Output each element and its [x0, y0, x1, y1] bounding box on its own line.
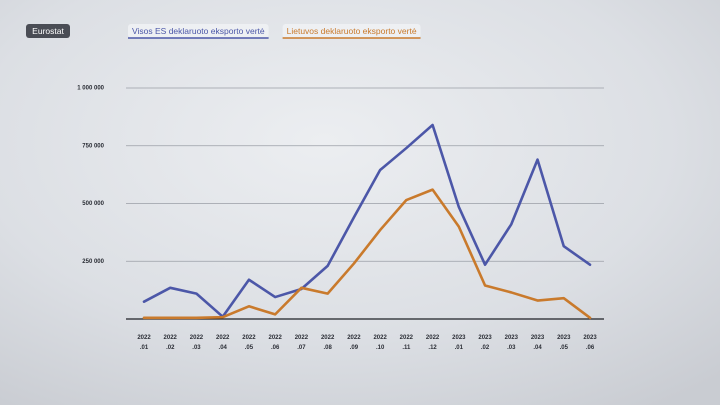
y-tick-label: 250 000 [82, 259, 104, 265]
x-tick-label: 2023.01 [452, 335, 466, 351]
x-tick-label: 2023.02 [478, 335, 492, 351]
x-tick-label: 2022.08 [321, 335, 335, 351]
x-tick-label: 2022.01 [137, 335, 151, 351]
x-tick-label: 2022.07 [295, 335, 309, 351]
y-tick-label: 1 000 000 [77, 86, 104, 92]
x-tick-label: 2022.11 [400, 335, 414, 351]
x-tick-label: 2022.06 [268, 335, 282, 351]
y-tick-label: 500 000 [82, 201, 104, 207]
legend-label: Lietuvos deklaruoto eksporto vertė [287, 26, 417, 36]
x-tick-label: 2022.02 [164, 335, 178, 351]
x-tick-label: 2023.03 [505, 335, 519, 351]
source-badge [26, 24, 70, 38]
legend-item: Visos ES deklaruoto eksporto vertė [128, 24, 269, 39]
x-tick-label: 2023.04 [531, 335, 545, 351]
series-line [142, 123, 592, 318]
x-tick-label: 2023.05 [557, 335, 571, 351]
x-tick-label: 2022.05 [242, 335, 256, 351]
legend-label: Visos ES deklaruoto eksporto vertė [132, 26, 265, 36]
series-line [142, 188, 592, 320]
legend-badge [128, 24, 269, 38]
y-tick-label: 750 000 [82, 143, 104, 149]
x-tick-label: 2022.10 [373, 335, 387, 351]
legend: Visos ES deklaruoto eksporto vertė Lietuv… [128, 24, 421, 39]
x-tick-label: 2022.09 [347, 335, 361, 351]
source: Eurostat [32, 26, 64, 36]
x-tick-label: 2023.06 [583, 335, 597, 351]
x-tick-label: 2022.03 [190, 335, 204, 351]
legend-item: Lietuvos deklaruoto eksporto vertė [282, 24, 421, 39]
x-tick-label: 2022.12 [426, 335, 440, 351]
x-tick-label: 2022.04 [216, 335, 230, 351]
legend-badge [282, 24, 421, 38]
